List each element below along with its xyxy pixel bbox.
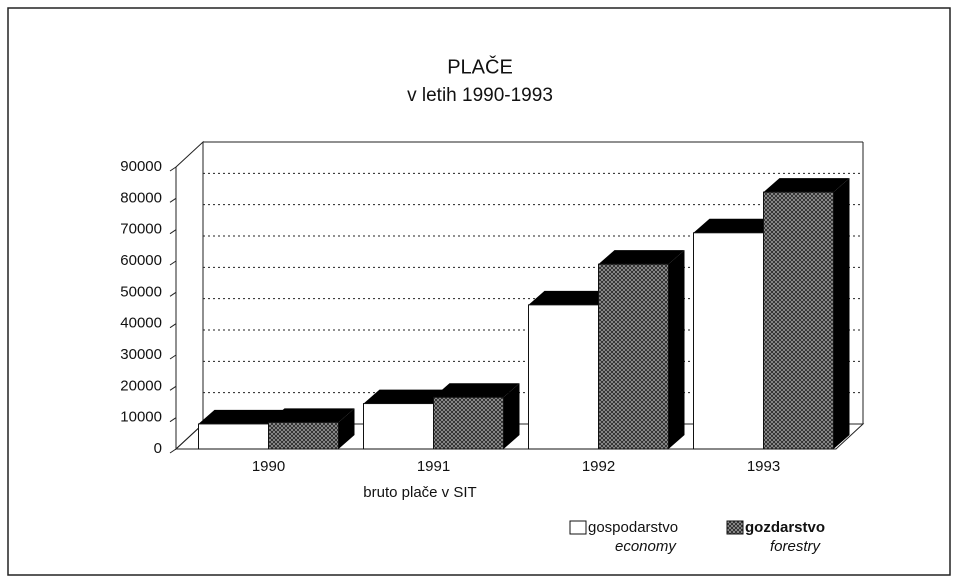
bar (763, 191, 834, 450)
y-tick-label: 40000 (120, 315, 162, 332)
tick-mark (169, 354, 177, 360)
x-tick-label: 1993 (747, 458, 780, 475)
bar (363, 403, 434, 450)
bar-top (433, 383, 520, 398)
bar-top (598, 250, 685, 265)
y-tick-label: 30000 (120, 346, 162, 363)
legend-sublabel: forestry (770, 538, 822, 555)
bar-side (833, 178, 850, 450)
y-tick-label: 10000 (120, 409, 162, 426)
y-tick-label: 50000 (120, 283, 162, 300)
bar-top (763, 178, 850, 193)
bar (598, 263, 669, 450)
x-tick-label: 1990 (252, 458, 285, 475)
left-wall (175, 140, 204, 451)
y-tick-label: 20000 (120, 377, 162, 394)
y-tick-label: 0 (154, 440, 162, 457)
tick-mark (169, 166, 177, 172)
bar-top (693, 218, 780, 233)
bar-side (338, 408, 355, 449)
tick-mark (169, 229, 177, 235)
chart-title: PLAČE (447, 55, 513, 78)
y-tick-label: 60000 (120, 252, 162, 269)
bar-top (198, 409, 285, 424)
tick-mark (169, 323, 177, 329)
tick-mark (169, 448, 177, 454)
x-tick-label: 1991 (417, 458, 450, 475)
bar (198, 423, 269, 450)
tick-mark (169, 260, 177, 266)
tick-mark (169, 417, 177, 423)
legend-label: gozdarstvo (745, 519, 825, 536)
y-tick-label: 80000 (120, 189, 162, 206)
legend: gospodarstvo economy gozdarstvo forestry (569, 519, 825, 555)
y-tick-label: 70000 (120, 221, 162, 238)
x-axis-label: bruto plače v SIT (363, 484, 476, 501)
bar-side (503, 383, 520, 449)
bar-top (363, 389, 450, 404)
legend-swatch (726, 520, 744, 535)
bar-top (528, 290, 615, 305)
frame (7, 7, 951, 576)
tick-mark (169, 385, 177, 391)
legend-label: gospodarstvo (588, 519, 678, 536)
bar-top (268, 408, 355, 423)
bar (268, 421, 339, 450)
y-tick-label: 90000 (120, 158, 162, 175)
bar-side (668, 250, 685, 449)
x-tick-label: 1992 (582, 458, 615, 475)
chart-subtitle: v letih 1990-1993 (407, 85, 553, 106)
tick-mark (169, 291, 177, 297)
bar (433, 396, 504, 450)
bar (528, 304, 599, 450)
bar (693, 232, 764, 450)
legend-sublabel: economy (615, 538, 677, 555)
tick-mark (169, 197, 177, 203)
legend-swatch (569, 520, 587, 535)
